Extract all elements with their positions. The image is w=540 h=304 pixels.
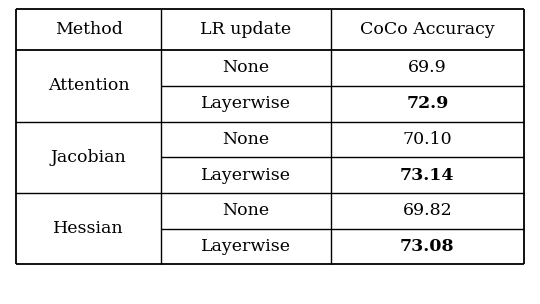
- Text: Attention: Attention: [48, 77, 130, 94]
- Text: 69.9: 69.9: [408, 60, 447, 77]
- Text: 69.82: 69.82: [402, 202, 452, 219]
- Text: Method: Method: [55, 21, 123, 38]
- Text: Jacobian: Jacobian: [51, 149, 126, 166]
- Text: Hessian: Hessian: [53, 220, 124, 237]
- Text: Layerwise: Layerwise: [201, 167, 291, 184]
- Text: 70.10: 70.10: [402, 131, 452, 148]
- Text: Layerwise: Layerwise: [201, 238, 291, 255]
- Text: 73.14: 73.14: [400, 167, 455, 184]
- Text: None: None: [222, 202, 269, 219]
- Text: 73.08: 73.08: [400, 238, 455, 255]
- Text: 72.9: 72.9: [406, 95, 449, 112]
- Text: LR update: LR update: [200, 21, 292, 38]
- Text: None: None: [222, 60, 269, 77]
- Text: Layerwise: Layerwise: [201, 95, 291, 112]
- Text: None: None: [222, 131, 269, 148]
- Text: CoCo Accuracy: CoCo Accuracy: [360, 21, 495, 38]
